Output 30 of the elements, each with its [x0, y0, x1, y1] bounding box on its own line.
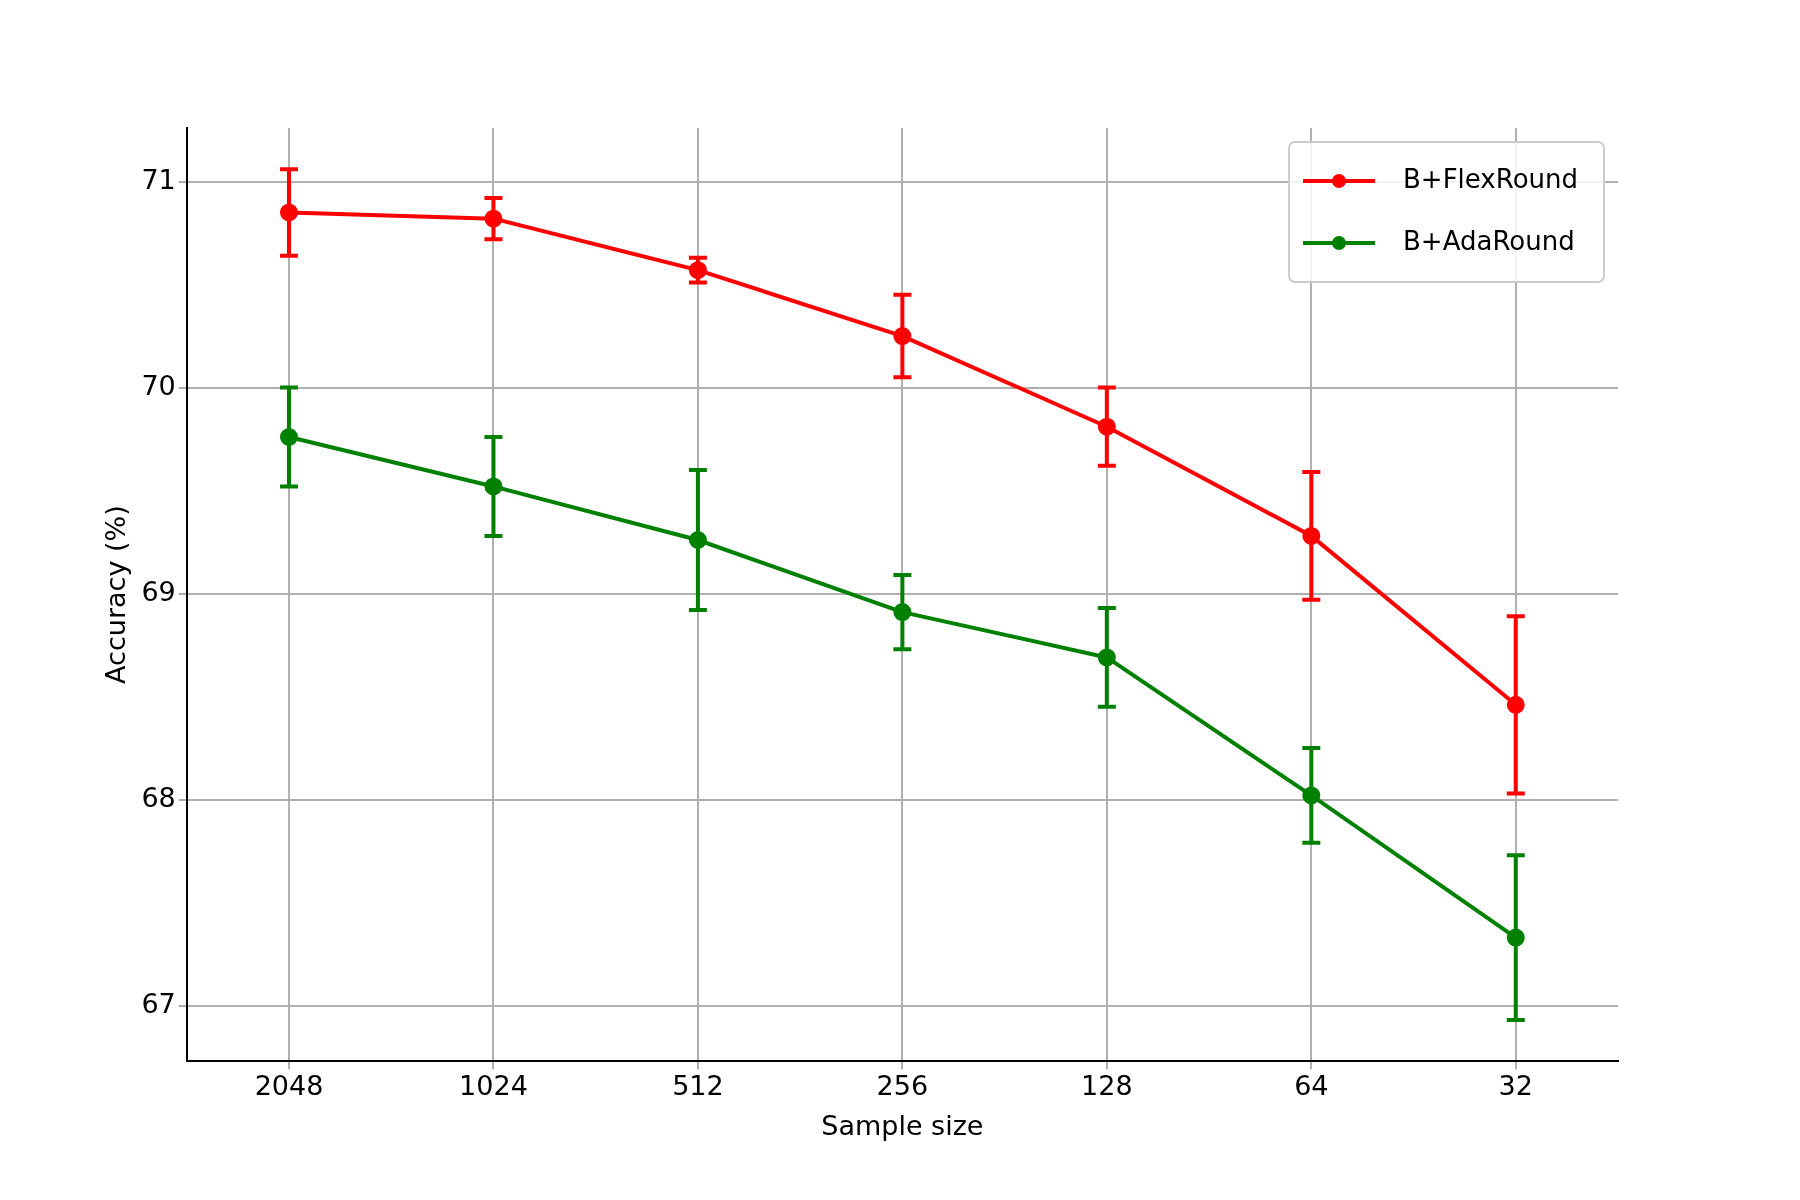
point: [484, 209, 503, 228]
x-axis-title: Sample size: [821, 1109, 984, 1141]
y-tick-label: 69: [141, 575, 176, 607]
y-tick-label: 68: [141, 781, 176, 813]
point: [484, 477, 503, 496]
point: [688, 261, 707, 280]
y-tick-label: 67: [141, 987, 176, 1019]
point: [688, 531, 707, 550]
x-tick-label: 1024: [459, 1070, 528, 1102]
x-tick-label: 512: [672, 1070, 724, 1102]
point: [1506, 928, 1525, 947]
x-tick-label: 2048: [254, 1070, 324, 1102]
point: [1097, 648, 1116, 667]
y-axis-title: Accuracy (%): [100, 505, 132, 684]
legend-label: B+AdaRound: [1403, 225, 1575, 256]
point: [893, 603, 912, 622]
y-tick-label: 70: [141, 369, 176, 401]
point: [1097, 417, 1116, 436]
legend-label: B+FlexRound: [1403, 163, 1579, 194]
point: [893, 327, 912, 346]
point: [279, 428, 298, 447]
point: [1302, 526, 1321, 545]
x-tick-label: 128: [1081, 1070, 1133, 1102]
point: [1506, 695, 1525, 714]
x-tick-label: 32: [1498, 1070, 1533, 1102]
x-tick-label: 64: [1294, 1070, 1329, 1102]
y-tick-label: 71: [141, 163, 176, 195]
point: [1302, 786, 1321, 805]
x-tick-label: 256: [876, 1070, 929, 1102]
point: [279, 203, 298, 222]
